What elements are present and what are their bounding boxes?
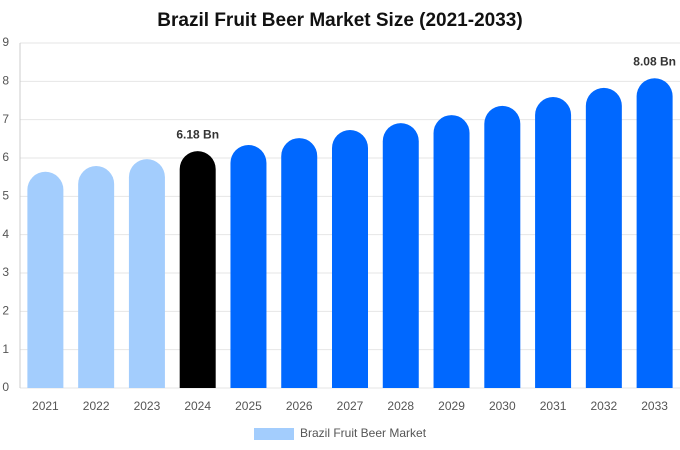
y-tick-label: 5 xyxy=(2,189,9,203)
bar xyxy=(484,105,521,388)
x-tick-label: 2024 xyxy=(184,399,211,413)
y-tick-label: 1 xyxy=(2,342,9,356)
x-tick-label: 2030 xyxy=(489,399,516,413)
bar xyxy=(78,166,115,388)
y-tick-label: 0 xyxy=(2,380,9,394)
x-tick-label: 2028 xyxy=(387,399,414,413)
bar xyxy=(332,130,368,388)
legend-label: Brazil Fruit Beer Market xyxy=(300,426,427,440)
y-tick-label: 4 xyxy=(2,227,9,241)
x-tick-label: 2027 xyxy=(337,399,364,413)
x-tick-label: 2023 xyxy=(134,399,161,413)
value-label: 6.18 Bn xyxy=(176,127,219,141)
bar xyxy=(27,171,64,388)
chart-title: Brazil Fruit Beer Market Size (2021-2033… xyxy=(157,10,522,31)
x-tick-label: 2026 xyxy=(286,399,313,413)
y-tick-label: 9 xyxy=(2,35,9,49)
y-tick-label: 6 xyxy=(2,150,9,164)
bar xyxy=(433,115,470,389)
x-tick-label: 2031 xyxy=(540,399,567,413)
bar xyxy=(585,87,622,388)
y-tick-label: 8 xyxy=(2,74,9,88)
y-tick-label: 7 xyxy=(2,112,9,126)
x-tick-label: 2029 xyxy=(438,399,465,413)
bar xyxy=(636,78,673,389)
bar xyxy=(230,144,267,388)
bar xyxy=(179,151,216,388)
x-tick-label: 2025 xyxy=(235,399,262,413)
bar xyxy=(281,138,318,388)
legend-swatch xyxy=(254,428,294,440)
y-tick-label: 3 xyxy=(2,265,9,279)
x-tick-label: 2032 xyxy=(590,399,617,413)
x-tick-label: 2022 xyxy=(83,399,110,413)
bar xyxy=(382,123,419,388)
x-tick-label: 2021 xyxy=(32,399,59,413)
y-tick-label: 2 xyxy=(2,304,9,318)
bar xyxy=(535,97,572,389)
x-tick-label: 2033 xyxy=(641,399,668,413)
value-label: 8.08 Bn xyxy=(633,54,676,68)
bar xyxy=(128,159,165,388)
